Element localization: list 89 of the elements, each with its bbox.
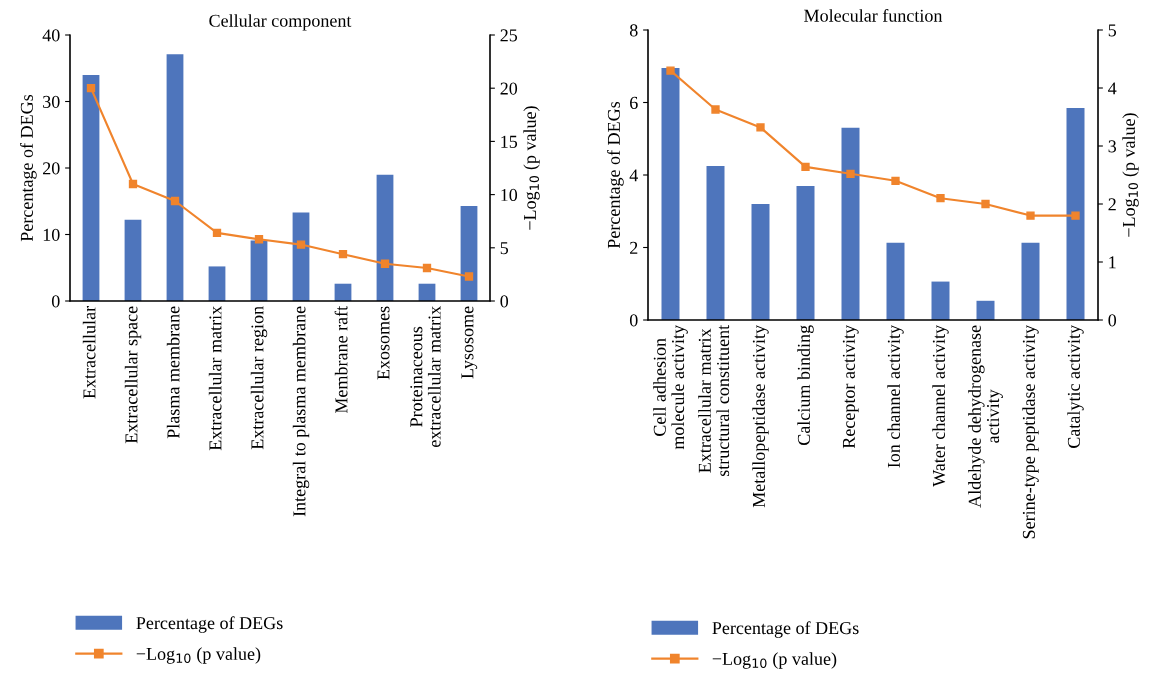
bar bbox=[706, 165, 725, 320]
x-tick-label: Extracellular space bbox=[124, 306, 142, 444]
x-tick-label: Catalytic activity bbox=[1067, 324, 1084, 448]
bar bbox=[292, 212, 310, 301]
bar bbox=[661, 68, 680, 320]
y-tick-label: 2 bbox=[630, 241, 638, 254]
y-tick-label: 30 bbox=[43, 95, 60, 108]
bar bbox=[250, 240, 268, 301]
bar bbox=[208, 266, 226, 301]
point bbox=[666, 66, 675, 75]
legend-label: Percentage of DEGs bbox=[136, 616, 283, 633]
bar bbox=[82, 74, 100, 301]
chart-title: Cellular component bbox=[209, 14, 352, 31]
legend-label: −Log$_{10}$ (p value) bbox=[712, 652, 837, 669]
y-tick-label: 4 bbox=[629, 169, 638, 182]
y2-tick-label: 1 bbox=[1109, 256, 1116, 269]
y-tick-label: 8 bbox=[629, 24, 638, 37]
point bbox=[212, 228, 222, 238]
point bbox=[296, 240, 306, 249]
x-tick-label: Water channel activity bbox=[932, 324, 949, 487]
point bbox=[380, 259, 390, 268]
y2-tick-label: 4 bbox=[1108, 82, 1117, 95]
bar bbox=[124, 219, 142, 301]
point bbox=[338, 250, 348, 259]
point bbox=[86, 84, 96, 93]
point bbox=[801, 162, 810, 172]
bar bbox=[841, 127, 860, 320]
legend-label: −Log$_{10}$ (p value) bbox=[136, 647, 261, 664]
y-axis-title: Percentage of DEGs bbox=[20, 94, 37, 242]
y2-tick-label: 3 bbox=[1108, 140, 1117, 153]
x-tick-label: Extracellular region bbox=[250, 306, 268, 450]
y2-axis-title: −Log$_{10}$ (p value) bbox=[1122, 113, 1139, 237]
x-tick-label: Extracellular matrix bbox=[208, 306, 222, 451]
bar bbox=[376, 174, 394, 301]
x-tick-label: Plasma membrane bbox=[166, 306, 180, 439]
bar bbox=[886, 242, 905, 320]
y2-tick-label: 10 bbox=[501, 188, 518, 202]
y-axis-title: Percentage of DEGs bbox=[607, 101, 624, 249]
y-tick-label: 6 bbox=[630, 96, 638, 109]
y2-tick-label: 5 bbox=[500, 242, 509, 255]
y-tick-label: 40 bbox=[42, 29, 60, 42]
point bbox=[170, 196, 180, 206]
x-tick-label: Serine-type peptidase activity bbox=[1022, 324, 1039, 539]
point bbox=[711, 105, 720, 114]
x-tick-label: Ion channel activity bbox=[887, 324, 904, 468]
point bbox=[981, 199, 990, 209]
point bbox=[1026, 211, 1035, 220]
legend-label: Percentage of DEGs bbox=[712, 621, 859, 638]
bar bbox=[751, 204, 770, 320]
x-tick-label: Extracellular matrix structural constituent bbox=[698, 324, 730, 477]
x-tick-label: Calcium binding bbox=[797, 325, 814, 445]
x-tick-label: Receptor activity bbox=[842, 324, 859, 449]
y2-tick-label: 0 bbox=[500, 295, 509, 308]
x-tick-label: Exosomes bbox=[377, 306, 390, 380]
x-tick-label: Lysosome bbox=[461, 306, 478, 379]
y2-tick-label: 20 bbox=[500, 82, 518, 95]
point bbox=[254, 235, 264, 244]
y-tick-label: 10 bbox=[43, 228, 60, 241]
point bbox=[756, 123, 765, 132]
x-tick-label: Extracellular bbox=[82, 306, 96, 399]
y2-tick-label: 5 bbox=[1108, 24, 1117, 37]
x-tick-label: Membrane raft bbox=[334, 305, 348, 414]
x-tick-label: Cell adhesion molecule activity bbox=[653, 324, 688, 450]
point bbox=[464, 272, 474, 281]
x-tick-label: Proteinaceous extracellular matrix bbox=[410, 306, 441, 448]
y2-tick-label: 0 bbox=[1108, 314, 1117, 327]
bar bbox=[1021, 242, 1040, 320]
point bbox=[1071, 211, 1080, 220]
point bbox=[846, 169, 855, 179]
bar bbox=[931, 281, 950, 320]
y-tick-label: 0 bbox=[51, 295, 60, 308]
point bbox=[891, 176, 900, 185]
x-tick-label: Aldehyde dehydrogenase activity bbox=[968, 325, 1003, 508]
point bbox=[936, 194, 945, 203]
x-tick-label: Integral to plasma membrane bbox=[292, 306, 310, 517]
chart-title: Molecular function bbox=[804, 8, 943, 22]
bar bbox=[460, 205, 478, 301]
point bbox=[422, 263, 432, 273]
y-tick-label: 0 bbox=[629, 314, 638, 327]
y2-tick-label: 25 bbox=[500, 29, 518, 42]
bar bbox=[796, 185, 815, 320]
y2-tick-label: 2 bbox=[1108, 198, 1116, 211]
y-tick-label: 20 bbox=[43, 162, 60, 175]
point bbox=[128, 179, 138, 189]
x-tick-label: Metallopeptidase activity bbox=[752, 324, 769, 508]
y2-axis-title: −Log$_{10}$ (p value) bbox=[523, 106, 540, 230]
y2-tick-label: 15 bbox=[501, 135, 518, 148]
bar bbox=[1066, 107, 1085, 320]
bar bbox=[166, 54, 184, 301]
